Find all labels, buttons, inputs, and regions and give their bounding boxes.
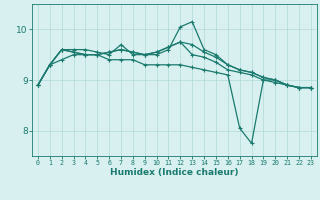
X-axis label: Humidex (Indice chaleur): Humidex (Indice chaleur) (110, 168, 239, 177)
